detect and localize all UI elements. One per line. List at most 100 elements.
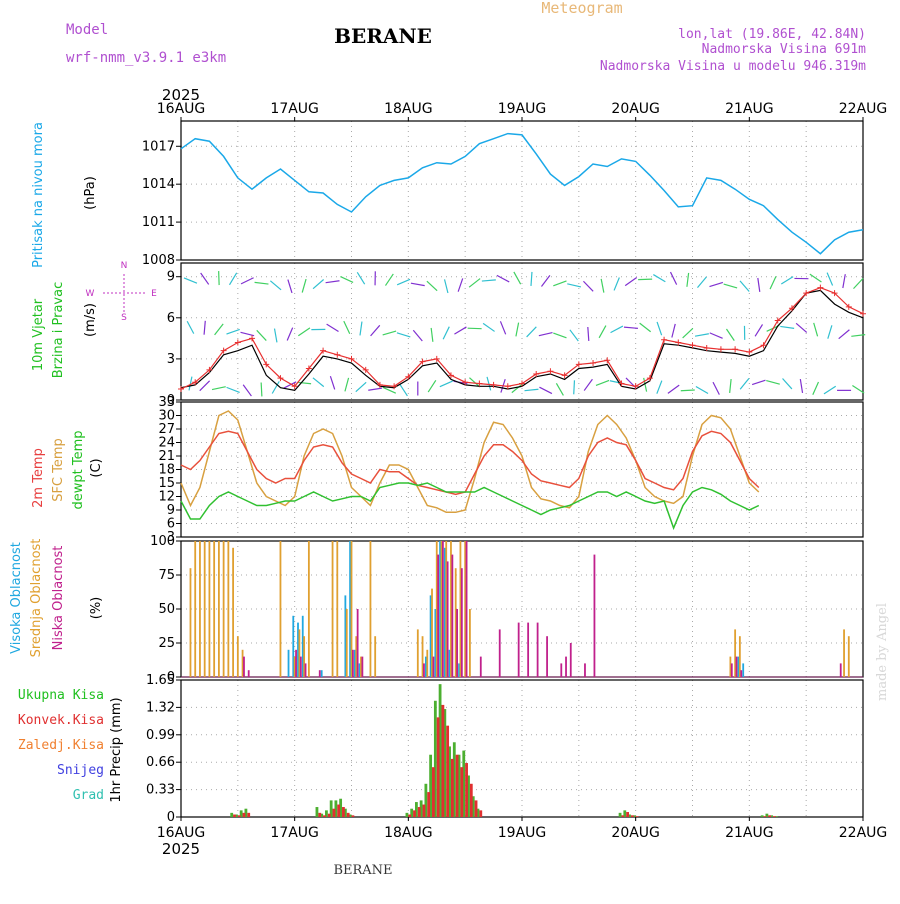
wind-arrow: [527, 327, 537, 337]
legend-zaledj: Zaledj.Kisa: [18, 738, 104, 753]
precip-total-bar: [761, 815, 764, 817]
wind-arrow: [657, 322, 662, 335]
footer-station: BERANE: [333, 863, 392, 878]
wind-arrow: [601, 279, 604, 293]
temp-label-2m: 2m Temp: [31, 448, 46, 508]
y-tick-label: 1008: [142, 253, 175, 268]
cloud-mid-bar: [213, 541, 215, 677]
cloud-mid-bar: [237, 636, 239, 677]
cloud-mid-bar: [426, 650, 428, 677]
wind-gust-line: [181, 290, 863, 390]
day-label-top: 21AUG: [725, 101, 774, 117]
wind-speed-marker: [235, 339, 241, 345]
wind-arrow: [614, 277, 619, 290]
cloud-mid-bar: [209, 541, 211, 677]
precip-conv-bar: [342, 807, 345, 817]
precip-conv-bar: [636, 816, 639, 817]
precip-conv-bar: [337, 805, 340, 817]
wind-arrow: [360, 322, 362, 336]
y-tick-label: 9: [167, 503, 175, 518]
cloud-mid-bar: [190, 568, 192, 677]
precip-conv-bar: [432, 767, 435, 817]
pressure-label: Pritisak na nivou mora: [31, 122, 46, 268]
y-tick-label: 1017: [142, 139, 175, 154]
wind-arrow: [556, 383, 563, 395]
wind-arrow: [302, 279, 306, 292]
wind-arrow: [458, 278, 463, 291]
wind-speed-marker: [334, 352, 340, 358]
wind-label-1: 10m Vjetar: [31, 298, 46, 371]
wind-arrow: [357, 272, 364, 284]
wind-arrow: [574, 380, 575, 394]
cloud-mid-bar: [469, 609, 471, 677]
y-tick-label: 15: [158, 476, 175, 491]
cloud-low-bar: [300, 657, 302, 677]
wind-arrow: [340, 277, 353, 283]
precip-conv-bar: [333, 809, 336, 817]
wind-arrow: [275, 329, 277, 343]
cloud-mid-bar: [204, 541, 206, 677]
wind-speed-marker: [661, 337, 667, 343]
cloud-label-low: Niska Oblacnost: [51, 546, 66, 651]
y-tick-label: 18: [158, 463, 175, 478]
wind-arrow: [261, 382, 262, 396]
precip-conv-bar: [456, 755, 459, 817]
wind-arrow: [326, 281, 340, 283]
cloud-low-bar: [248, 670, 250, 677]
y-tick-label: 21: [158, 449, 175, 464]
precip-conv-bar: [323, 815, 326, 817]
cloud-low-bar: [518, 623, 520, 677]
wind-arrow: [257, 330, 267, 340]
dir-e: E: [151, 289, 157, 299]
wind-arrow: [827, 273, 832, 286]
y-tick-label: 9: [167, 270, 175, 285]
wind-arrow: [241, 332, 255, 335]
precip-conv-bar: [479, 810, 482, 817]
wind-arrow: [500, 321, 505, 334]
wind-arrow: [814, 323, 818, 336]
dir-s: S: [121, 313, 127, 323]
wind-arrow: [567, 284, 581, 287]
precip-unit: (mm): [109, 697, 124, 732]
cloud-mid-bar: [336, 541, 338, 677]
cloud-low-bar: [570, 643, 572, 677]
wind-arrow: [813, 382, 819, 395]
cloud-low-bar: [305, 663, 307, 677]
model-elevation-label: Nadmorska Visina u modelu 946.319m: [600, 59, 866, 74]
cloud-low-bar: [352, 650, 354, 677]
day-label-bottom: 21AUG: [725, 825, 774, 841]
precip-conv-bar: [238, 815, 241, 817]
wind-speed-marker: [590, 360, 596, 366]
wind-speed-marker: [249, 335, 255, 341]
wind-arrow: [758, 278, 760, 292]
precip-label-text: 1hr Precip: [109, 737, 124, 803]
cloud-low-bar: [451, 555, 453, 677]
precip-conv-bar: [631, 815, 634, 817]
wind-arrow: [752, 380, 765, 384]
cloud-high-bar: [288, 650, 290, 677]
precip-conv-bar: [460, 767, 463, 817]
wind-arrow: [625, 278, 636, 286]
precip-conv-bar: [437, 717, 440, 817]
day-label-bottom: 20AUG: [611, 825, 660, 841]
cloud-mid-bar: [374, 636, 376, 677]
cloud-low-bar: [565, 657, 567, 677]
cloud-low-bar: [461, 568, 463, 677]
wind-arrow: [411, 283, 425, 285]
y-tick-label: 0.33: [146, 783, 175, 798]
wind-arrow: [780, 326, 794, 328]
cloud-mid-bar: [417, 629, 419, 677]
wind-arrow: [298, 328, 310, 336]
cloud-low-bar: [537, 623, 539, 677]
wind-arrow: [516, 323, 519, 337]
cloud-low-bar: [736, 657, 738, 677]
wind-arrow: [596, 380, 609, 385]
precip-total-bar: [406, 813, 409, 817]
wind-arrow: [624, 327, 638, 328]
precip-total-bar: [619, 813, 622, 817]
precip-conv-bar: [418, 807, 421, 817]
wind-arrow: [800, 379, 802, 393]
precip-conv-bar: [446, 726, 449, 817]
wind-arrow: [783, 379, 792, 389]
cloud-low-bar: [584, 663, 586, 677]
